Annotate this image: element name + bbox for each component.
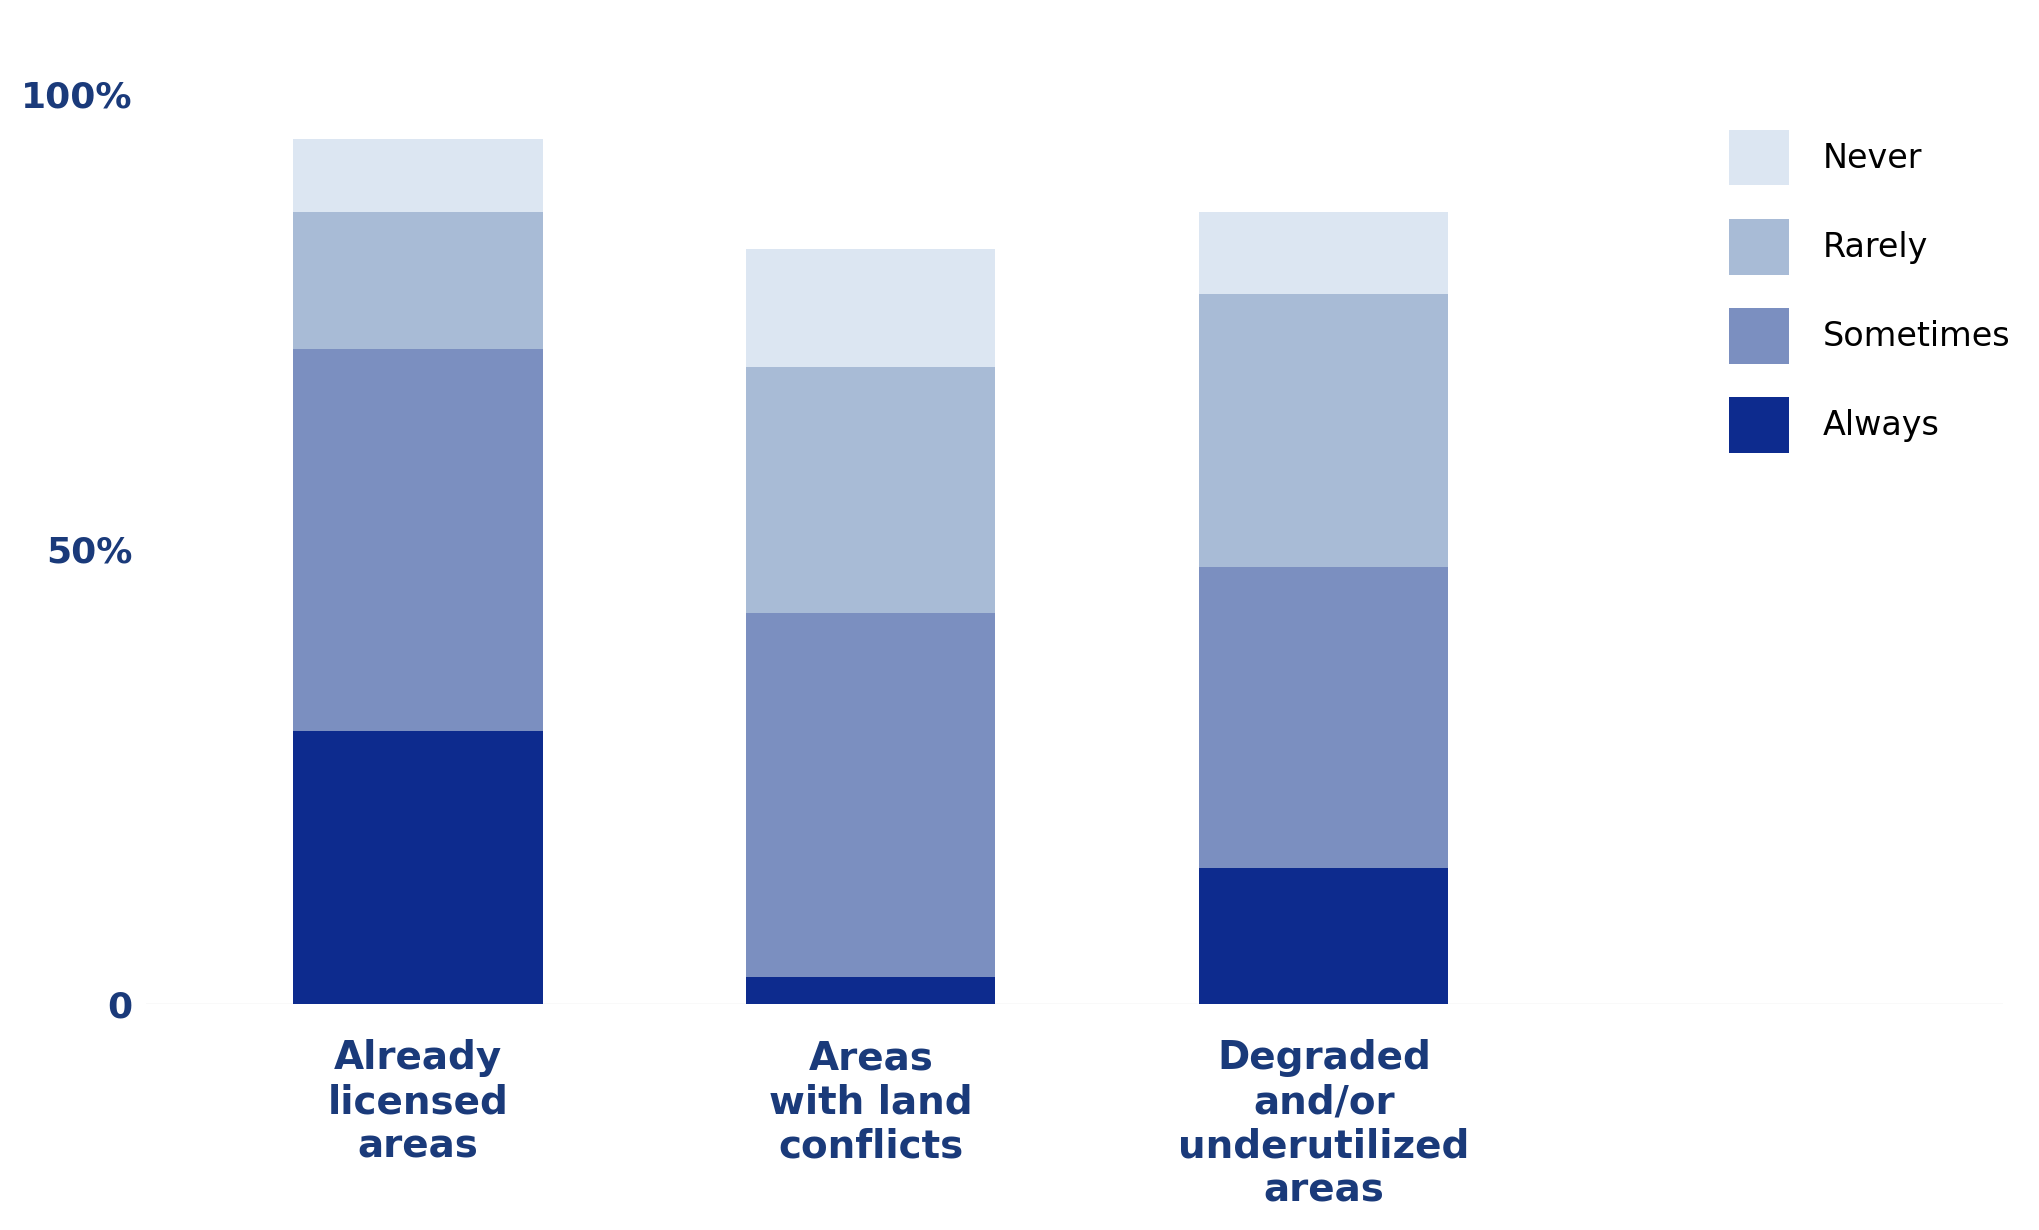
Bar bbox=[294, 212, 542, 348]
Bar bbox=[294, 348, 542, 731]
Bar bbox=[294, 731, 542, 1005]
Bar bbox=[1199, 212, 1448, 294]
Bar bbox=[1199, 567, 1448, 868]
Bar bbox=[746, 248, 995, 367]
Bar bbox=[746, 367, 995, 613]
Bar bbox=[294, 139, 542, 212]
Bar bbox=[746, 613, 995, 977]
Bar bbox=[1199, 294, 1448, 567]
Bar bbox=[1199, 868, 1448, 1005]
Legend: Never, Rarely, Sometimes, Always: Never, Rarely, Sometimes, Always bbox=[1717, 116, 2023, 466]
Bar bbox=[746, 977, 995, 1005]
